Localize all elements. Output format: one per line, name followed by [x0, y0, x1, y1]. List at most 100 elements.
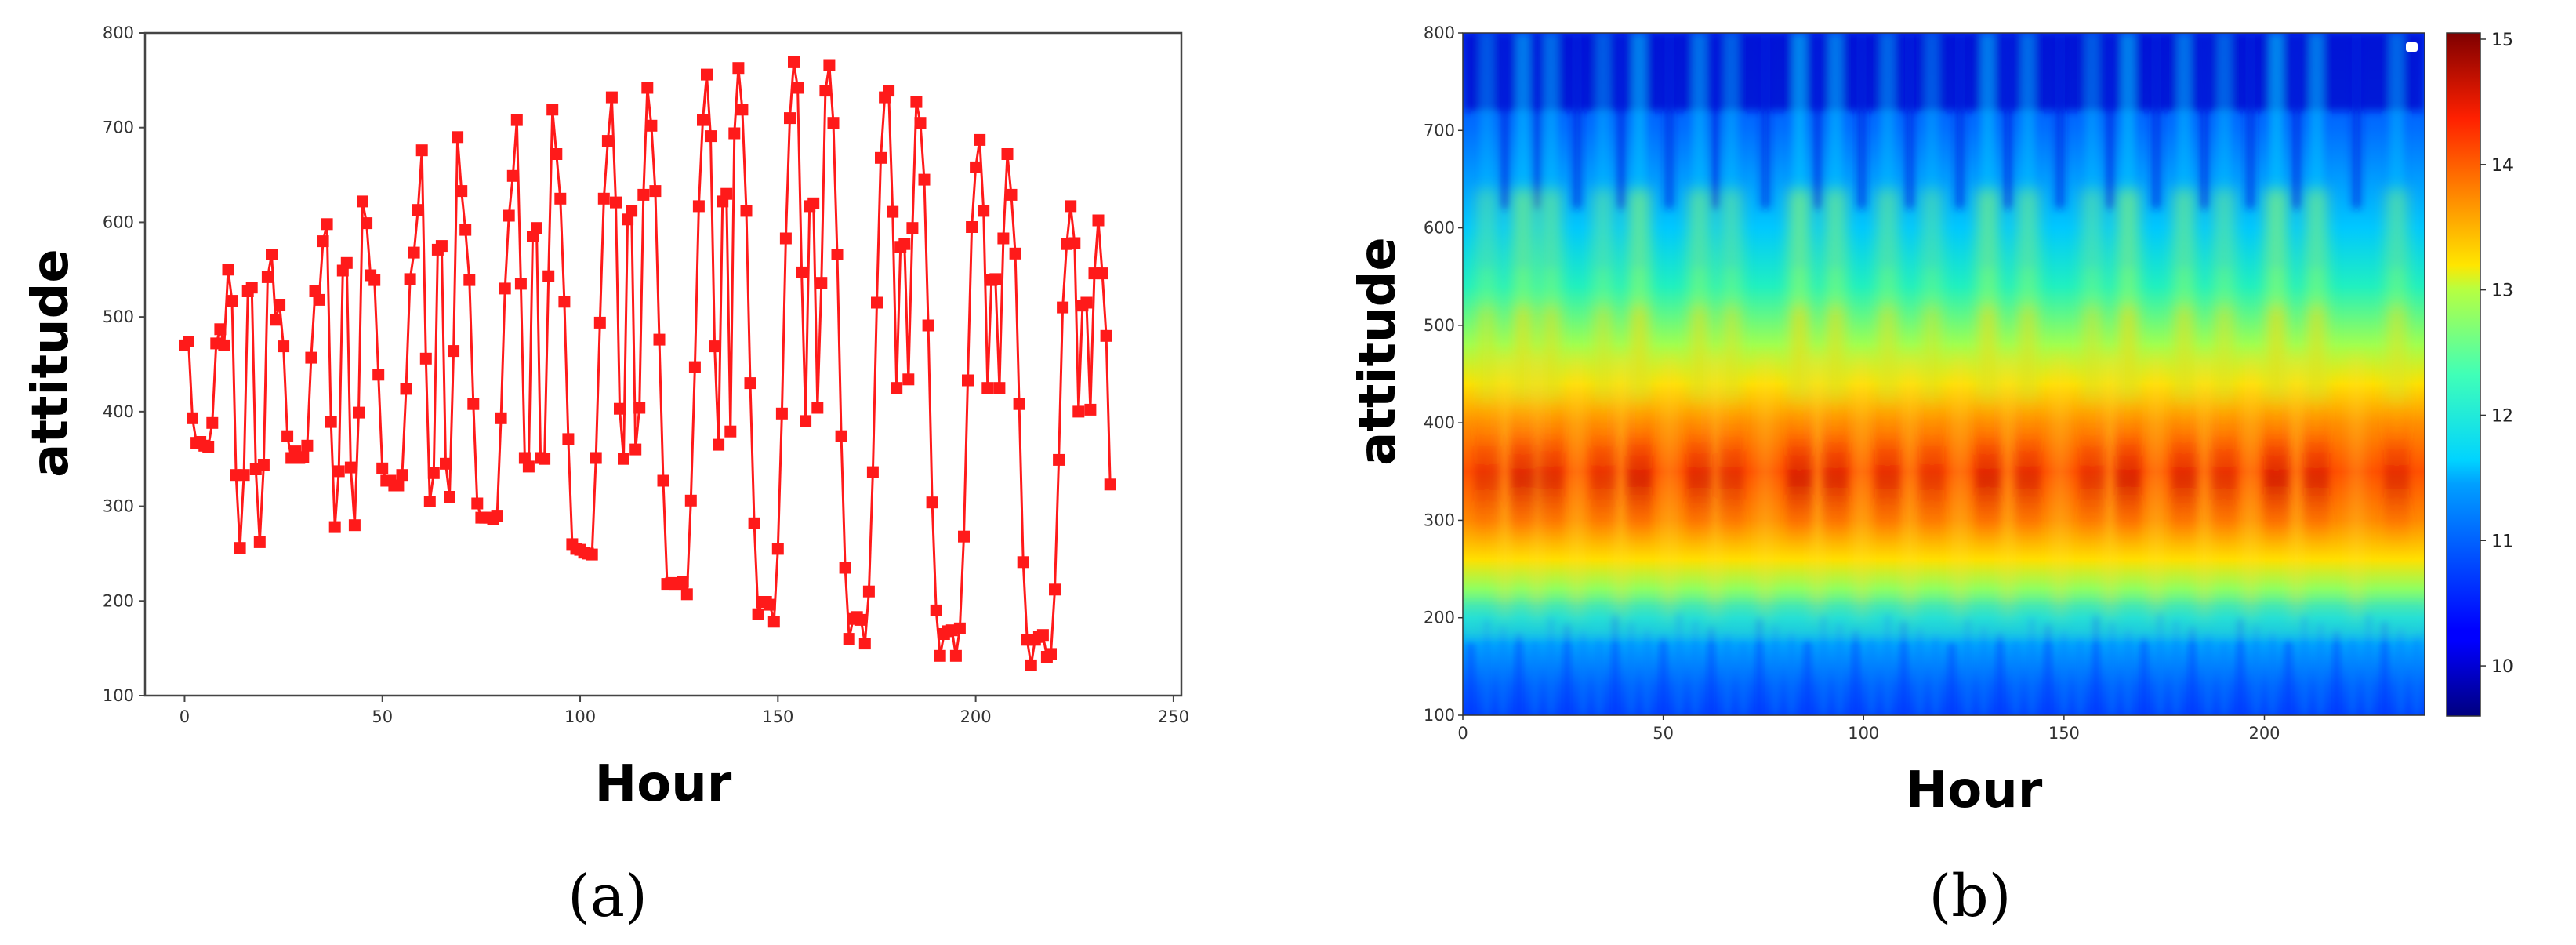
data-point: [1001, 148, 1014, 160]
data-point: [752, 608, 764, 620]
data-point: [692, 200, 705, 213]
data-point: [827, 117, 840, 129]
data-point: [1053, 453, 1065, 466]
data-point: [732, 62, 745, 75]
data-point: [348, 519, 361, 532]
data-point: [657, 474, 669, 487]
colorbar-tick-label: 11: [2491, 532, 2513, 551]
heatmap-image: [1463, 33, 2425, 715]
x-axis-title: Hour: [595, 755, 732, 813]
x-tick-label: 200: [960, 707, 992, 726]
data-point: [724, 425, 737, 438]
data-point: [202, 441, 215, 453]
data-point: [1104, 478, 1116, 491]
data-point: [835, 430, 847, 442]
data-point: [238, 469, 250, 482]
colorbar-tick-label: 13: [2491, 282, 2513, 301]
y-tick-label: 100: [1424, 706, 1455, 725]
data-point: [1065, 200, 1077, 213]
data-point: [1080, 296, 1093, 309]
data-point: [226, 295, 238, 307]
data-point: [491, 510, 503, 522]
data-point: [645, 119, 658, 132]
data-point: [274, 299, 286, 311]
data-point: [597, 192, 610, 205]
x-tick-label: 50: [1653, 724, 1674, 743]
data-point: [1025, 659, 1037, 671]
colorbar-tick-label: 10: [2491, 657, 2513, 677]
data-point: [875, 151, 887, 164]
data-point: [641, 82, 654, 94]
data-point: [866, 466, 879, 478]
x-tick-label: 0: [180, 707, 190, 726]
y-axis-ticks: 100 200 300 400 500 600 700 800: [103, 24, 145, 705]
data-point: [415, 144, 428, 157]
data-point: [871, 296, 883, 309]
data-point: [396, 469, 408, 482]
data-point: [423, 496, 436, 507]
data-point: [843, 633, 855, 645]
data-point: [278, 340, 290, 353]
data-point: [1084, 403, 1097, 416]
data-point: [831, 249, 844, 260]
data-point: [854, 613, 867, 626]
data-point: [839, 562, 851, 574]
data-point: [605, 91, 618, 104]
data-point: [245, 282, 258, 294]
data-point: [340, 256, 353, 269]
data-point: [467, 398, 480, 410]
data-point: [601, 135, 614, 147]
data-point: [788, 56, 800, 68]
data-point: [680, 588, 693, 601]
legend-marker: [2406, 42, 2418, 52]
data-point: [823, 59, 836, 71]
data-point: [1009, 247, 1021, 260]
data-point: [902, 373, 915, 386]
data-point: [297, 451, 310, 463]
data-point: [784, 112, 796, 125]
data-point: [586, 548, 598, 561]
data-point: [779, 232, 792, 245]
data-point: [531, 222, 542, 234]
data-point: [325, 416, 337, 428]
data-point: [539, 453, 551, 465]
data-point: [887, 205, 899, 218]
data-point: [455, 185, 468, 198]
data-point: [970, 161, 982, 173]
data-point: [1017, 556, 1029, 569]
data-point: [981, 382, 994, 394]
colorbar-gradient: [2446, 32, 2481, 717]
data-point: [257, 459, 270, 471]
data-point: [392, 479, 405, 492]
x-axis-ticks: 0 50 100 150 200 250: [180, 696, 1189, 726]
data-point: [883, 85, 895, 97]
data-point: [974, 133, 986, 146]
data-point: [949, 649, 962, 662]
data-point: [590, 452, 602, 464]
y-axis-title: attitude: [1349, 237, 1407, 466]
data-point: [305, 351, 317, 364]
data-point: [558, 296, 571, 308]
data-point: [317, 235, 329, 248]
data-point: [463, 274, 476, 286]
data-point: [214, 323, 227, 336]
y-tick-label: 500: [103, 307, 134, 326]
data-point: [966, 221, 978, 233]
y-tick-label: 600: [1424, 219, 1455, 238]
data-point: [376, 462, 389, 474]
y-tick-label: 300: [1424, 511, 1455, 529]
data-point: [1005, 188, 1018, 201]
data-point: [906, 222, 919, 234]
data-point: [1096, 267, 1108, 280]
data-point: [792, 82, 804, 94]
data-point: [771, 543, 784, 555]
y-tick-label: 200: [103, 591, 134, 610]
data-point: [629, 443, 642, 456]
data-point: [684, 494, 697, 507]
data-point: [1068, 237, 1081, 249]
data-point: [649, 185, 662, 198]
data-point: [626, 205, 638, 217]
colorbar-tick-label: 15: [2491, 31, 2513, 50]
y-tick-label: 700: [1424, 121, 1455, 140]
x-tick-label: 150: [2048, 724, 2080, 743]
